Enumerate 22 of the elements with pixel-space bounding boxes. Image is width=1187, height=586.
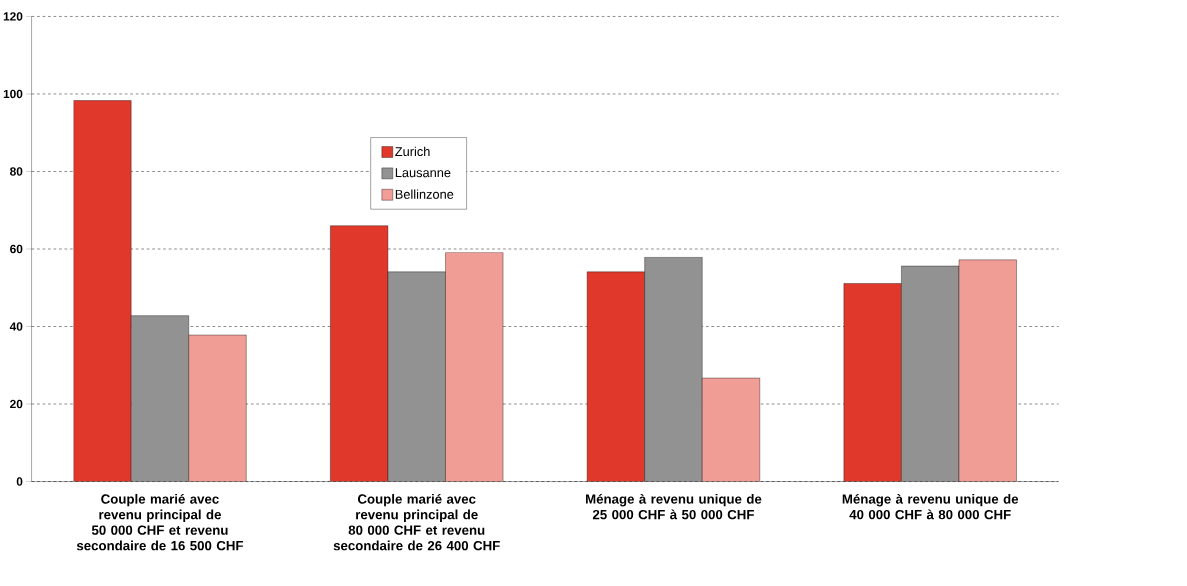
x-tick-label: Couple marié avec revenu principal de 80 000 CHF et revenu secondaire de 26 400 CHF [333, 494, 500, 551]
bar [587, 272, 645, 482]
x-tick-label: Ménage à revenu unique de 25 000 CHF à 50 000 CHF [586, 494, 762, 520]
y-tick-label: 0 [16, 477, 23, 486]
y-tick-label: 40 [9, 322, 23, 331]
y-tick-label: 100 [3, 89, 23, 99]
bar [901, 266, 960, 482]
legend-label: Zurich [395, 146, 430, 157]
bar [644, 257, 703, 482]
y-tick-label: 20 [10, 399, 23, 409]
y-tick-label: 120 [3, 12, 23, 21]
bar [387, 272, 446, 482]
legend-label: Lausanne [395, 168, 451, 178]
bar [131, 315, 189, 482]
bar [330, 225, 388, 482]
y-tick-label: 60 [10, 244, 23, 254]
legend-label: Bellinzone [395, 189, 454, 199]
x-tick-label: Ménage à revenu unique de 40 000 CHF à 80 000 CHF [842, 494, 1019, 520]
bar [73, 100, 132, 482]
x-tick-label: Couple marié avec revenu principal de 50 000 CHF et revenu secondaire de 16 500 CHF [76, 494, 244, 551]
bar [843, 283, 902, 482]
y-tick-label: 80 [10, 167, 23, 176]
